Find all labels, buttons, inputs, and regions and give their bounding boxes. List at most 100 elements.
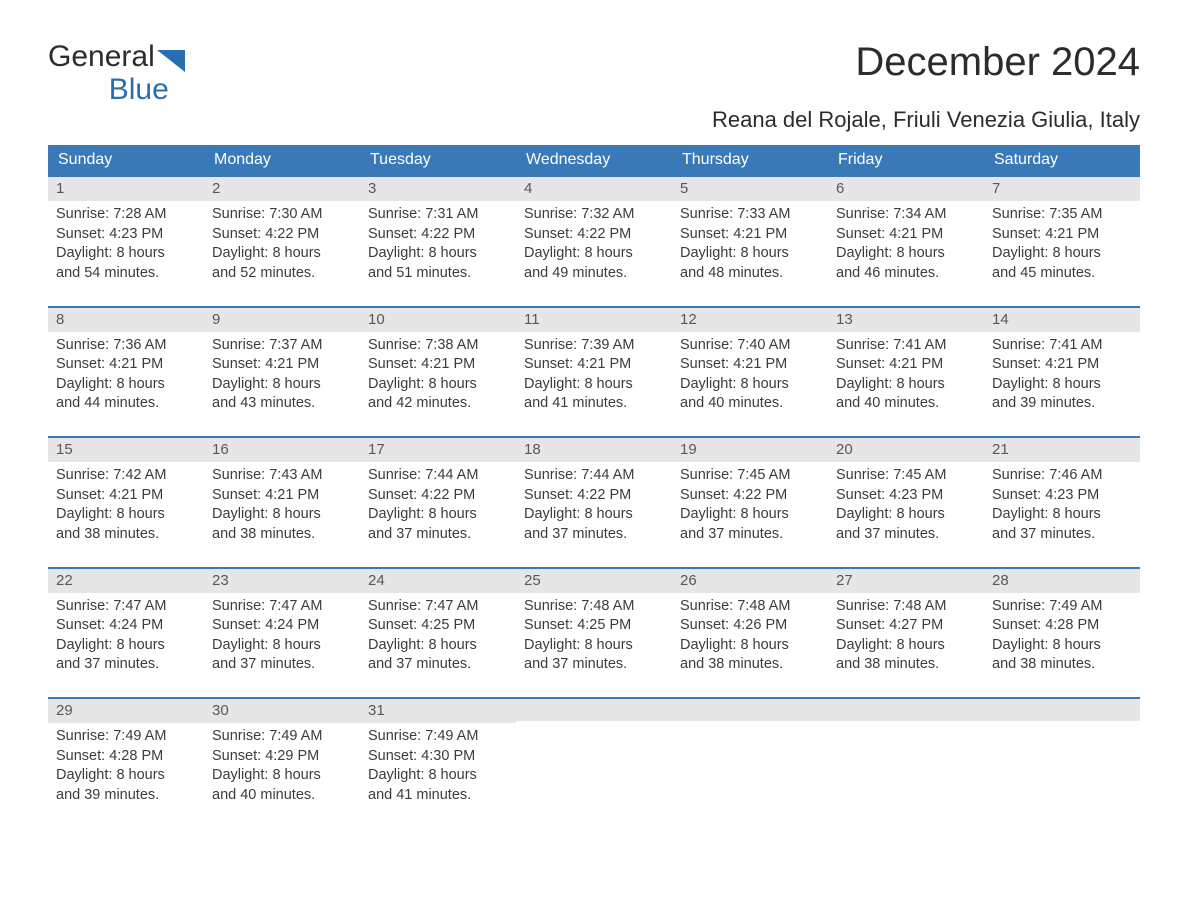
cell-line-day2: and 43 minutes. — [212, 394, 354, 414]
calendar-cell: 21Sunrise: 7:46 AMSunset: 4:23 PMDayligh… — [984, 438, 1140, 549]
cell-line-sunrise: Sunrise: 7:45 AM — [680, 466, 822, 486]
cell-line-day2: and 51 minutes. — [368, 264, 510, 284]
day-number: 4 — [516, 177, 672, 201]
day-number — [984, 699, 1140, 721]
cell-line-sunset: Sunset: 4:23 PM — [56, 225, 198, 245]
cell-line-sunrise: Sunrise: 7:47 AM — [212, 597, 354, 617]
day-number: 18 — [516, 438, 672, 462]
calendar-cell: 14Sunrise: 7:41 AMSunset: 4:21 PMDayligh… — [984, 308, 1140, 419]
cell-body: Sunrise: 7:49 AMSunset: 4:29 PMDaylight:… — [204, 723, 360, 809]
day-number: 28 — [984, 569, 1140, 593]
cell-line-day2: and 45 minutes. — [992, 264, 1134, 284]
cell-line-sunrise: Sunrise: 7:43 AM — [212, 466, 354, 486]
day-number: 23 — [204, 569, 360, 593]
cell-line-day1: Daylight: 8 hours — [368, 375, 510, 395]
day-number: 17 — [360, 438, 516, 462]
cell-line-day1: Daylight: 8 hours — [368, 636, 510, 656]
calendar-cell: 23 Sunrise: 7:47 AMSunset: 4:24 PMDayligh… — [204, 569, 360, 680]
calendar-cell: 11Sunrise: 7:39 AMSunset: 4:21 PMDayligh… — [516, 308, 672, 419]
cell-line-sunrise: Sunrise: 7:41 AM — [836, 336, 978, 356]
cell-line-sunrise: Sunrise: 7:34 AM — [836, 205, 978, 225]
cell-line-day2: and 40 minutes. — [212, 786, 354, 806]
day-header: Friday — [828, 145, 984, 175]
cell-line-day2: and 38 minutes. — [56, 525, 198, 545]
cell-line-day2: and 40 minutes. — [680, 394, 822, 414]
cell-body: Sunrise: 7:48 AMSunset: 4:26 PMDaylight:… — [672, 593, 828, 679]
day-number: 31 — [360, 699, 516, 723]
cell-line-sunrise: Sunrise: 7:49 AM — [212, 727, 354, 747]
cell-body: Sunrise: 7:32 AMSunset: 4:22 PMDaylight:… — [516, 201, 672, 287]
week-row: 15Sunrise: 7:42 AMSunset: 4:21 PMDayligh… — [48, 436, 1140, 549]
cell-line-day1: Daylight: 8 hours — [836, 375, 978, 395]
cell-line-day2: and 42 minutes. — [368, 394, 510, 414]
day-number: 27 — [828, 569, 984, 593]
cell-line-sunset: Sunset: 4:21 PM — [212, 355, 354, 375]
week-row: 1Sunrise: 7:28 AMSunset: 4:23 PMDaylight… — [48, 175, 1140, 288]
cell-line-sunrise: Sunrise: 7:30 AM — [212, 205, 354, 225]
week-row: 22Sunrise: 7:47 AMSunset: 4:24 PMDayligh… — [48, 567, 1140, 680]
calendar-cell: 1Sunrise: 7:28 AMSunset: 4:23 PMDaylight… — [48, 177, 204, 288]
day-header: Sunday — [48, 145, 204, 175]
cell-line-sunset: Sunset: 4:22 PM — [524, 486, 666, 506]
calendar-cell: 28Sunrise: 7:49 AMSunset: 4:28 PMDayligh… — [984, 569, 1140, 680]
calendar-cell: 25Sunrise: 7:48 AMSunset: 4:25 PMDayligh… — [516, 569, 672, 680]
cell-line-day2: and 41 minutes. — [524, 394, 666, 414]
cell-line-sunset: Sunset: 4:21 PM — [56, 355, 198, 375]
calendar-cell: 15Sunrise: 7:42 AMSunset: 4:21 PMDayligh… — [48, 438, 204, 549]
logo-word-1: General — [48, 40, 155, 74]
cell-line-day2: and 37 minutes. — [56, 655, 198, 675]
cell-line-day2: and 38 minutes. — [212, 525, 354, 545]
cell-line-sunrise: Sunrise: 7:48 AM — [680, 597, 822, 617]
calendar-cell: 3Sunrise: 7:31 AMSunset: 4:22 PMDaylight… — [360, 177, 516, 288]
day-number: 9 — [204, 308, 360, 332]
cell-line-sunrise: Sunrise: 7:40 AM — [680, 336, 822, 356]
cell-line-day1: Daylight: 8 hours — [524, 375, 666, 395]
cell-line-day2: and 37 minutes. — [212, 655, 354, 675]
cell-line-day1: Daylight: 8 hours — [680, 505, 822, 525]
cell-line-sunset: Sunset: 4:22 PM — [368, 486, 510, 506]
cell-line-sunrise: Sunrise: 7:49 AM — [368, 727, 510, 747]
cell-line-day1: Daylight: 8 hours — [368, 505, 510, 525]
day-number: 14 — [984, 308, 1140, 332]
cell-line-day1: Daylight: 8 hours — [212, 766, 354, 786]
cell-line-day2: and 52 minutes. — [212, 264, 354, 284]
cell-line-sunset: Sunset: 4:22 PM — [680, 486, 822, 506]
cell-line-sunrise: Sunrise: 7:31 AM — [368, 205, 510, 225]
cell-line-sunrise: Sunrise: 7:33 AM — [680, 205, 822, 225]
cell-line-day1: Daylight: 8 hours — [212, 244, 354, 264]
day-number: 1 — [48, 177, 204, 201]
cell-line-sunset: Sunset: 4:22 PM — [524, 225, 666, 245]
day-number: 21 — [984, 438, 1140, 462]
cell-line-sunrise: Sunrise: 7:42 AM — [56, 466, 198, 486]
weeks-container: 1Sunrise: 7:28 AMSunset: 4:23 PMDaylight… — [48, 175, 1140, 810]
week-row: 8Sunrise: 7:36 AMSunset: 4:21 PMDaylight… — [48, 306, 1140, 419]
cell-line-day1: Daylight: 8 hours — [212, 636, 354, 656]
cell-line-sunset: Sunset: 4:24 PM — [212, 616, 354, 636]
cell-line-day2: and 39 minutes. — [56, 786, 198, 806]
calendar-cell — [516, 699, 672, 810]
day-number: 22 — [48, 569, 204, 593]
cell-line-day1: Daylight: 8 hours — [368, 766, 510, 786]
cell-line-sunset: Sunset: 4:21 PM — [836, 355, 978, 375]
day-number: 2 — [204, 177, 360, 201]
cell-line-sunrise: Sunrise: 7:47 AM — [368, 597, 510, 617]
cell-line-day1: Daylight: 8 hours — [836, 636, 978, 656]
day-number: 10 — [360, 308, 516, 332]
cell-line-sunset: Sunset: 4:30 PM — [368, 747, 510, 767]
cell-line-sunrise: Sunrise: 7:41 AM — [992, 336, 1134, 356]
cell-line-day1: Daylight: 8 hours — [368, 244, 510, 264]
cell-line-day2: and 37 minutes. — [836, 525, 978, 545]
cell-line-day2: and 41 minutes. — [368, 786, 510, 806]
cell-line-day1: Daylight: 8 hours — [56, 505, 198, 525]
cell-line-day1: Daylight: 8 hours — [836, 505, 978, 525]
calendar-cell: 4Sunrise: 7:32 AMSunset: 4:22 PMDaylight… — [516, 177, 672, 288]
day-number: 12 — [672, 308, 828, 332]
cell-line-day2: and 46 minutes. — [836, 264, 978, 284]
day-number — [828, 699, 984, 721]
calendar-cell: 19Sunrise: 7:45 AMSunset: 4:22 PMDayligh… — [672, 438, 828, 549]
cell-body: Sunrise: 7:28 AMSunset: 4:23 PMDaylight:… — [48, 201, 204, 287]
day-header: Monday — [204, 145, 360, 175]
cell-line-sunset: Sunset: 4:25 PM — [368, 616, 510, 636]
cell-line-day1: Daylight: 8 hours — [992, 244, 1134, 264]
cell-line-sunset: Sunset: 4:27 PM — [836, 616, 978, 636]
